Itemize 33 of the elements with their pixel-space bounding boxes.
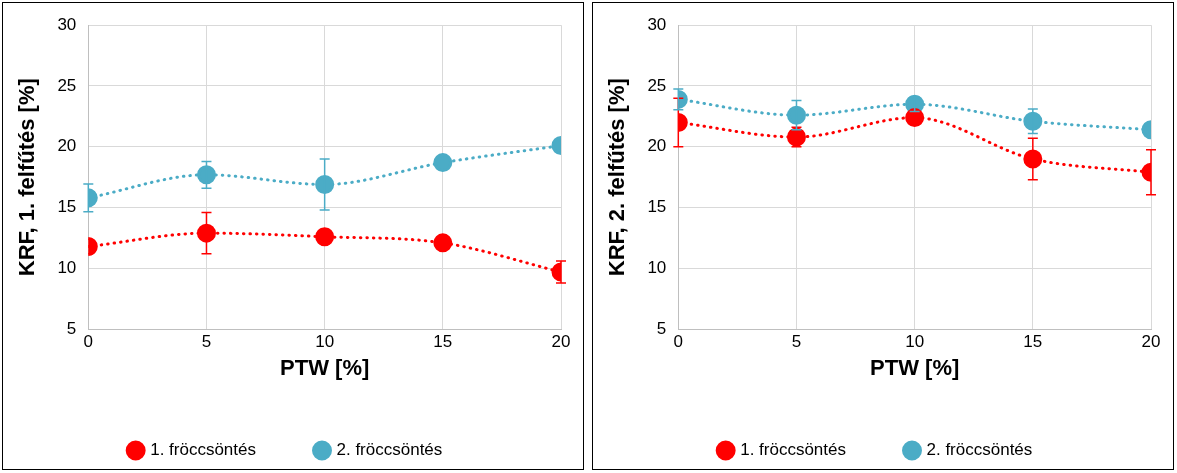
y-axis-title: KRF, 1. felfűtés [%] xyxy=(14,78,40,277)
y-tick-label: 10 xyxy=(57,258,77,278)
y-tick-label: 20 xyxy=(647,136,667,156)
y-axis-title: KRF, 2. felfűtés [%] xyxy=(604,78,630,277)
legend-label: 2. fröccsöntés xyxy=(336,440,443,460)
x-tick-label: 10 xyxy=(315,332,335,352)
y-tick-label: 15 xyxy=(57,197,77,217)
legend-label: 2. fröccsöntés xyxy=(926,440,1033,460)
point xyxy=(315,175,335,194)
x-tick-label: 10 xyxy=(905,332,925,352)
y-tick-label: 5 xyxy=(66,318,77,338)
x-tick-label: 20 xyxy=(1141,332,1161,352)
y-tick-label: 10 xyxy=(647,258,667,278)
y-tick-label: 20 xyxy=(57,136,77,156)
y-tick-label: 15 xyxy=(647,197,667,217)
y-tick-label: 25 xyxy=(647,75,667,95)
x-axis-title: PTW [%] xyxy=(870,354,960,380)
x-tick-label: 15 xyxy=(1023,332,1043,352)
legend-label: 1. fröccsöntés xyxy=(150,440,256,460)
point xyxy=(905,108,925,128)
x-tick-label: 20 xyxy=(551,332,571,352)
x-tick-label: 0 xyxy=(83,332,94,352)
legend-label: 1. fröccsöntés xyxy=(740,440,846,460)
y-tick-label: 30 xyxy=(647,14,667,34)
point xyxy=(315,227,335,247)
x-tick-label: 5 xyxy=(201,332,212,352)
y-tick-label: 30 xyxy=(57,14,77,34)
x-axis-title: PTW [%] xyxy=(280,354,370,380)
x-tick-label: 0 xyxy=(673,332,684,352)
y-tick-label: 5 xyxy=(656,318,667,338)
y-tick-label: 25 xyxy=(57,75,77,95)
x-tick-label: 5 xyxy=(791,332,802,352)
x-tick-label: 15 xyxy=(433,332,453,352)
